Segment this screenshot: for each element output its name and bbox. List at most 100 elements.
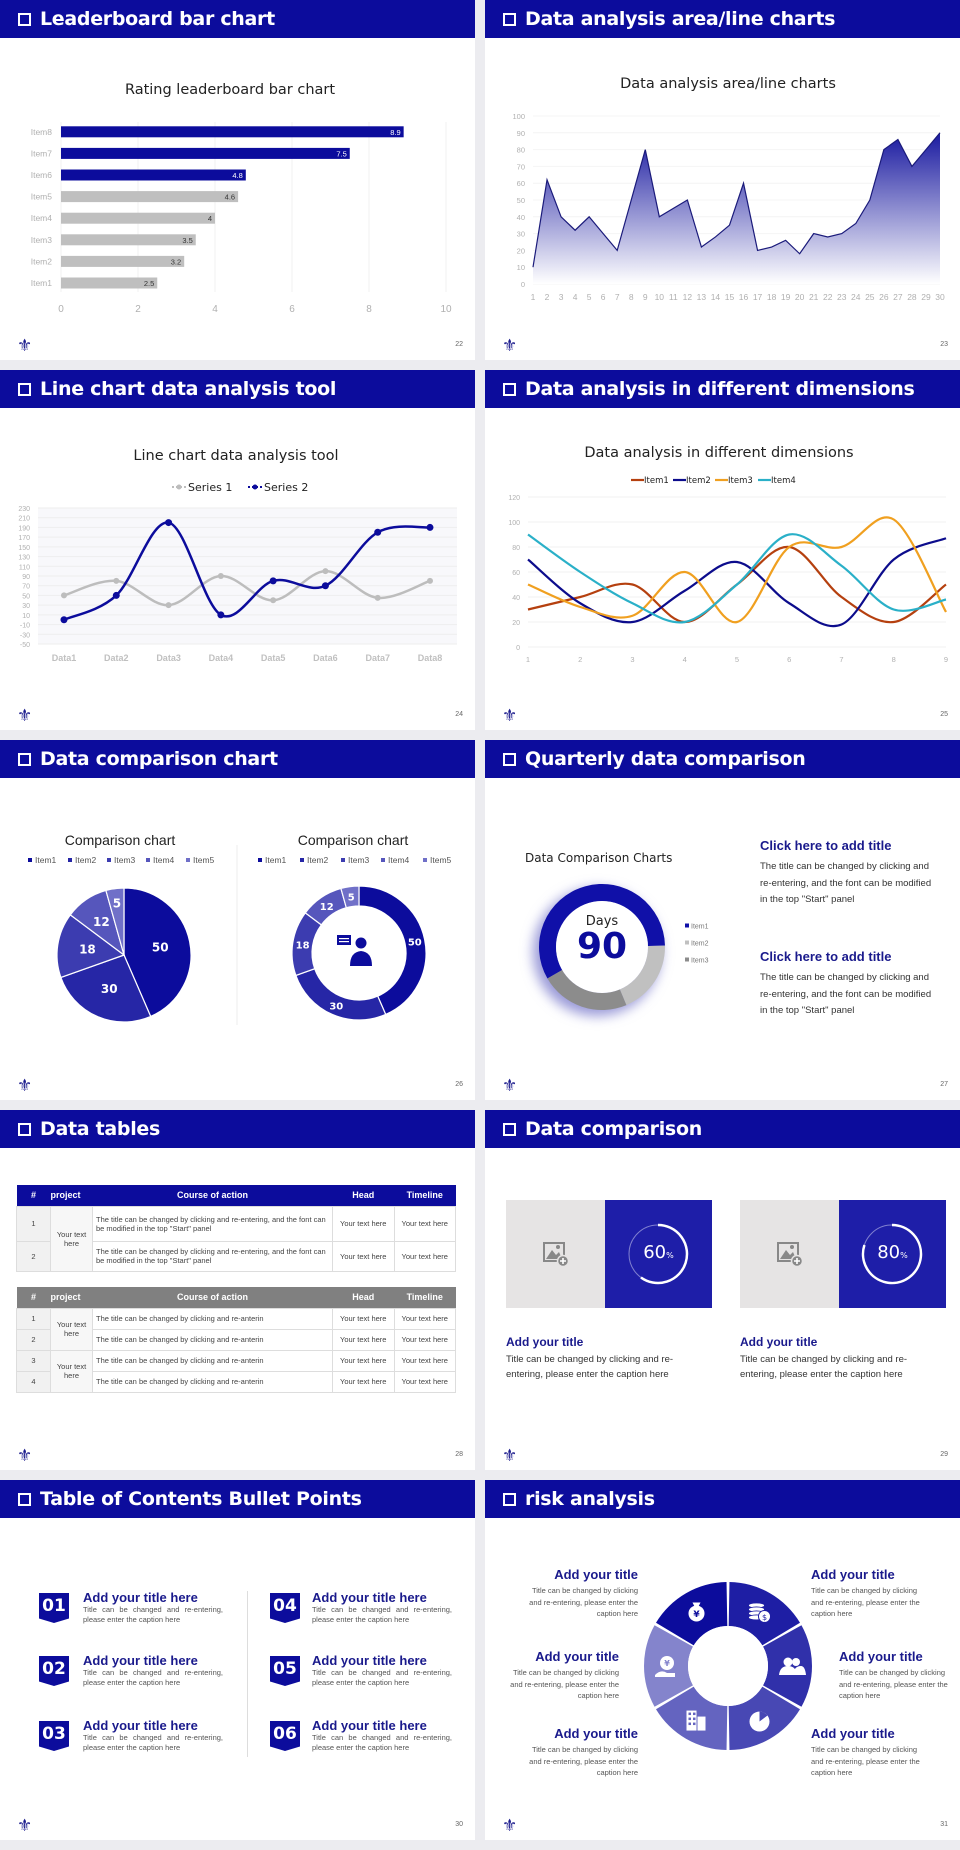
head-cell[interactable]: Your text here [332,1307,395,1330]
risk-item-title[interactable]: Add your title [554,1567,638,1582]
legend-swatch [685,923,689,928]
image-placeholder[interactable] [506,1200,605,1308]
risk-item-title[interactable]: Add your title [839,1649,923,1664]
risk-item-title[interactable]: Add your title [535,1649,619,1664]
toc-item-title[interactable]: Add your title here [312,1653,427,1668]
block-title[interactable]: Click here to add title [760,949,892,964]
head-cell[interactable]: Your text here [332,1205,395,1242]
category-label: Item7 [31,148,53,158]
toc-item-title[interactable]: Add your title here [312,1590,427,1605]
slide-30[interactable]: Table of Contents Bullet Points 01 Add y… [0,1480,475,1840]
y-tick-label: 70 [22,584,30,591]
x-tick-label: 28 [907,292,917,302]
number-badge: 05 [270,1656,300,1686]
table-row: 1 Your text here The title can be changed … [16,1307,456,1351]
slide-26[interactable]: Data comparison chart Comparison chart It… [0,740,475,1100]
risk-item-body: Title can be changed by clicking and re-… [811,1586,920,1618]
x-tick-label: 3 [559,292,564,302]
legend-label: Item5 [430,855,452,865]
toc-item-title[interactable]: Add your title here [83,1653,198,1668]
timeline-cell[interactable]: Your text here [393,1349,456,1372]
course-cell[interactable]: The title can be changed by clicking and… [92,1328,333,1351]
slide-25[interactable]: Data analysis in different dimensions Da… [485,370,960,730]
timeline-cell[interactable]: Your text here [393,1307,456,1330]
data-point [321,582,329,590]
risk-item-body: Title can be changed by clicking and re-… [529,1745,638,1777]
course-cell[interactable]: The title can be changed by clicking and… [92,1205,333,1242]
checkbox-icon [18,1492,31,1506]
course-cell[interactable]: The title can be changed by clicking and… [92,1307,333,1330]
card-title[interactable]: Add your title [740,1335,818,1349]
slide-24[interactable]: Line chart data analysis tool Line chart… [0,370,475,730]
slide-29[interactable]: Data comparison 60% Add your title Title… [485,1110,960,1470]
bar-value-label: 2.5 [144,279,154,288]
head-cell[interactable]: Your text here [332,1328,395,1351]
series-line [527,516,947,624]
bar [61,147,350,159]
slide-27[interactable]: Quarterly data comparison Data Compariso… [485,740,960,1100]
chart-title: Rating leaderboard bar chart [125,82,335,98]
y-tick-label: 60 [512,570,520,577]
x-tick-label: 5 [587,292,592,302]
legend-label: Item2 [75,855,97,865]
x-tick-label: 2 [545,292,550,302]
slide-title: Table of Contents Bullet Points [40,1488,362,1510]
slide-31[interactable]: risk analysis ¥ $ ¥ Add your title Title c… [485,1480,960,1840]
proj-cell[interactable]: Your text here [50,1349,93,1393]
y-tick-label: 40 [512,595,520,602]
area-fill [533,132,940,284]
timeline-cell[interactable]: Your text here [393,1240,456,1272]
course-cell[interactable]: The title can be changed by clicking and… [92,1370,333,1393]
x-tick-label: 15 [725,292,735,302]
x-tick-label: 14 [711,292,721,302]
bar-chart: Rating leaderboard bar chart 0 2 4 6 8 10 2.5 It… [31,82,452,315]
table-header-row: # project Course of action Head Timeline [16,1287,456,1308]
y-tick-label: 90 [22,574,30,581]
slide-28[interactable]: Data tables # project Course of action Head… [0,1110,475,1470]
head-cell[interactable]: Your text here [332,1370,395,1393]
toc-item-title[interactable]: Add your title here [83,1590,198,1605]
image-add-icon [777,1242,804,1268]
y-tick-label: 40 [517,213,525,222]
image-placeholder[interactable] [740,1200,839,1308]
x-tick-label: Data1 [52,653,77,663]
data-point [217,611,225,619]
legend-label: Item4 [153,855,175,865]
y-tick-label: -30 [20,632,30,639]
slide-22[interactable]: Leaderboard bar chart Rating leaderboard… [0,0,475,360]
num-cell[interactable]: 3 [16,1349,51,1372]
legend-label: Item3 [691,958,709,965]
num-cell[interactable]: 1 [16,1307,51,1330]
num-cell[interactable]: 2 [16,1328,51,1351]
risk-item-title[interactable]: Add your title [554,1726,638,1741]
block-title[interactable]: Click here to add title [760,838,892,853]
block-body: The title can be changed by clicking and… [760,972,932,1016]
proj-cell[interactable]: Your text here [50,1205,93,1272]
course-cell[interactable]: The title can be changed by clicking and… [92,1240,333,1272]
card-title[interactable]: Add your title [506,1335,584,1349]
timeline-cell[interactable]: Your text here [393,1328,456,1351]
head-cell[interactable]: Your text here [332,1240,395,1272]
proj-cell[interactable]: Your text here [50,1307,93,1351]
x-tick-label: 26 [879,292,889,302]
toc-item-title[interactable]: Add your title here [83,1718,198,1733]
num-cell[interactable]: 1 [16,1205,51,1242]
slide-header: Data analysis in different dimensions [485,370,960,408]
checkbox-icon [503,382,516,396]
progress-ring [861,1223,923,1285]
slide-title: Quarterly data comparison [525,748,806,770]
toc-item-title[interactable]: Add your title here [312,1718,427,1733]
risk-item-title[interactable]: Add your title [811,1726,895,1741]
checkbox-icon [18,382,31,396]
y-tick-label: 0 [521,280,525,289]
slide-23[interactable]: Data analysis area/line charts Data anal… [485,0,960,360]
num-cell[interactable]: 4 [16,1370,51,1393]
num-cell[interactable]: 2 [16,1240,51,1272]
timeline-cell[interactable]: Your text here [393,1205,456,1242]
x-tick-label: 4 [573,292,578,302]
data-point [165,602,172,609]
timeline-cell[interactable]: Your text here [393,1370,456,1393]
head-cell[interactable]: Your text here [332,1349,395,1372]
course-cell[interactable]: The title can be changed by clicking and… [92,1349,333,1372]
risk-item-title[interactable]: Add your title [811,1567,895,1582]
